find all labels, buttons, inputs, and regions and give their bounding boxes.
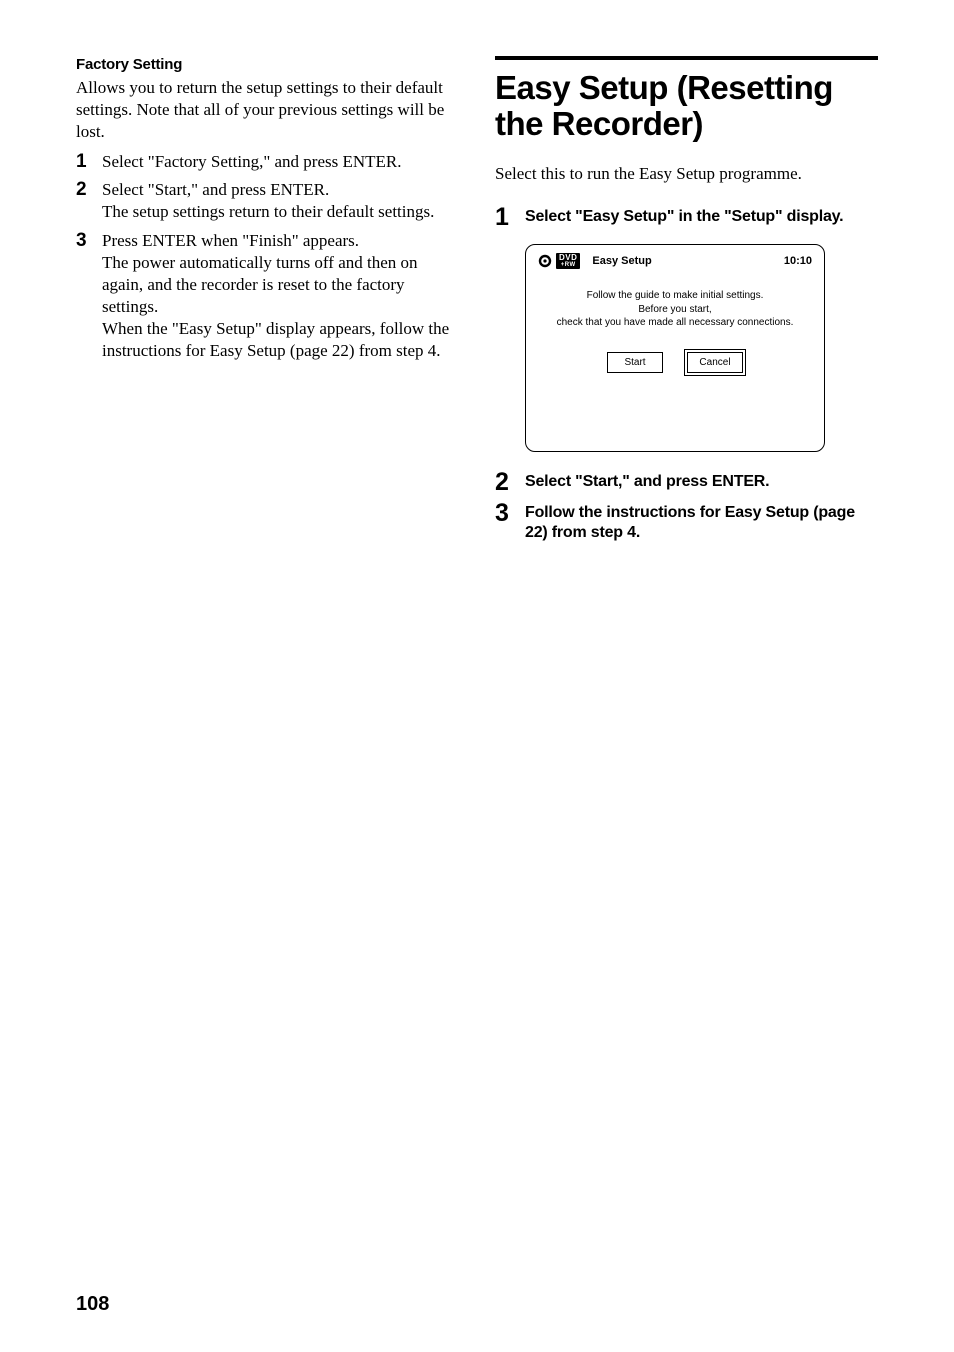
step-number: 3 [495,501,525,543]
list-item: 3 Press ENTER when "Finish" appears.The … [76,230,459,363]
list-item: 3 Follow the instructions for Easy Setup… [495,501,878,543]
osd-msg-line: check that you have made all necessary c… [546,316,804,330]
factory-setting-heading: Factory Setting [76,56,459,73]
osd-time: 10:10 [784,255,812,267]
osd-screenshot: DVD +RW Easy Setup 10:10 Follow the guid… [525,244,825,452]
osd-msg-line: Follow the guide to make initial setting… [546,289,804,303]
step-text: Select "Start," and press ENTER. [525,470,878,495]
osd-header: DVD +RW Easy Setup 10:10 [526,245,824,275]
step-text: Select "Factory Setting," and press ENTE… [102,151,459,173]
page-number: 108 [76,1293,109,1316]
easy-setup-steps: 1 Select "Easy Setup" in the "Setup" dis… [495,205,878,230]
easy-setup-steps-continued: 2 Select "Start," and press ENTER. 3 Fol… [495,470,878,543]
start-button[interactable]: Start [607,352,663,373]
list-item: 2 Select "Start," and press ENTER.The se… [76,179,459,223]
step-text: Select "Start," and press ENTER.The setu… [102,179,459,223]
list-item: 2 Select "Start," and press ENTER. [495,470,878,495]
cancel-button[interactable]: Cancel [687,352,743,373]
badge-line2: +RW [559,262,577,268]
left-column: Factory Setting Allows you to return the… [76,56,459,549]
osd-message: Follow the guide to make initial setting… [546,289,804,330]
list-item: 1 Select "Factory Setting," and press EN… [76,151,459,173]
section-divider [495,56,878,60]
dvd-badge: DVD +RW [556,253,580,269]
osd-header-left: DVD +RW Easy Setup [538,253,652,269]
osd-title: Easy Setup [592,255,651,267]
osd-body: Follow the guide to make initial setting… [526,275,824,373]
step-text: Select "Easy Setup" in the "Setup" displ… [525,205,878,230]
easy-setup-intro: Select this to run the Easy Setup progra… [495,163,878,185]
step-number: 1 [495,205,525,230]
disc-icon [538,254,552,268]
step-number: 2 [495,470,525,495]
factory-setting-steps: 1 Select "Factory Setting," and press EN… [76,151,459,362]
badge-line1: DVD [559,254,577,262]
factory-setting-intro: Allows you to return the setup settings … [76,77,459,143]
step-number: 3 [76,230,102,363]
step-number: 1 [76,151,102,173]
easy-setup-title: Easy Setup (Resetting the Recorder) [495,70,878,141]
osd-panel: DVD +RW Easy Setup 10:10 Follow the guid… [525,244,825,452]
osd-msg-line: Before you start, [546,303,804,317]
osd-button-row: Start Cancel [546,352,804,373]
step-text: Follow the instructions for Easy Setup (… [525,501,878,543]
step-number: 2 [76,179,102,223]
right-column: Easy Setup (Resetting the Recorder) Sele… [495,56,878,549]
step-text: Press ENTER when "Finish" appears.The po… [102,230,459,363]
list-item: 1 Select "Easy Setup" in the "Setup" dis… [495,205,878,230]
